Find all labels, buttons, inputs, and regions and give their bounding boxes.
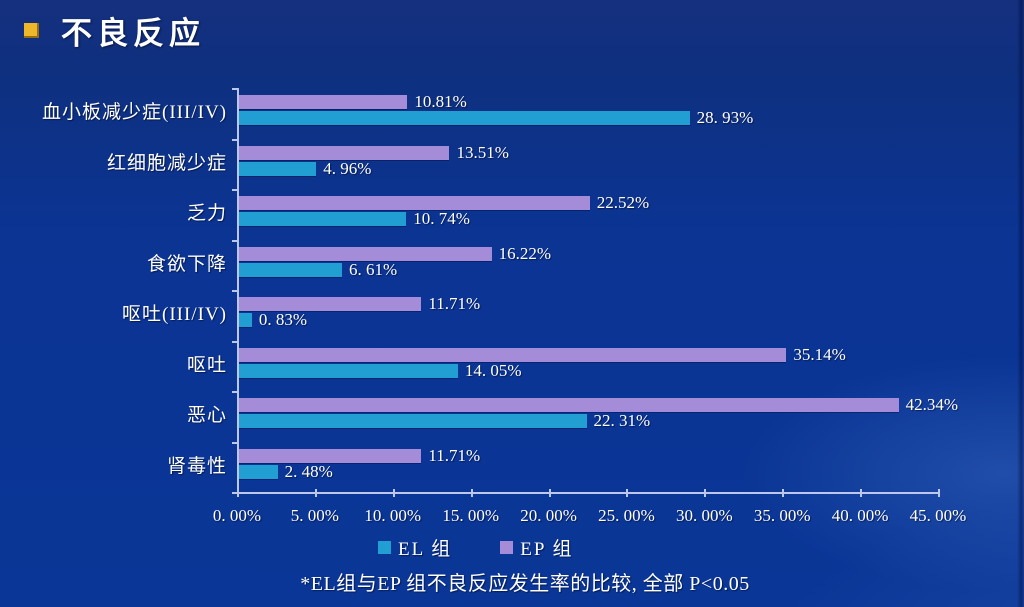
bar-value-label: 22.52%: [596, 193, 650, 212]
x-axis-tick: [470, 489, 473, 497]
bar-ep-7: [239, 448, 422, 463]
x-axis-tick-label: 35. 00%: [753, 506, 811, 525]
title-row: 不良反应: [0, 0, 1024, 60]
x-axis-tick-label: 40. 00%: [831, 506, 889, 525]
bar-value-label: 28. 93%: [696, 108, 754, 127]
bar-el-3: [239, 262, 342, 277]
x-axis-tick: [548, 489, 551, 497]
x-axis-tick: [314, 489, 317, 497]
y-axis-tick: [232, 239, 238, 242]
x-axis-tick: [237, 489, 239, 497]
category-label: 血小板减少症(III/IV): [42, 102, 227, 123]
legend-label-ep: EP 组: [520, 539, 574, 560]
bar-value-label: 13.51%: [456, 142, 509, 162]
bar-el-2: [239, 212, 407, 226]
bar-value-label: 0. 83%: [258, 310, 308, 329]
y-axis-tick: [232, 340, 238, 343]
x-axis-tick-label: 0. 00%: [212, 506, 262, 525]
bullet-icon: [24, 23, 39, 38]
x-axis-tick: [704, 489, 707, 497]
y-axis-tick: [232, 189, 238, 191]
category-label: 食欲下降: [146, 253, 227, 275]
x-axis-tick-label: 30. 00%: [675, 506, 733, 525]
bar-el-7: [239, 464, 278, 479]
category-label: 呕吐(III/IV): [122, 304, 227, 325]
bar-value-label: 6. 61%: [348, 259, 398, 279]
bar-value-label: 10.81%: [414, 92, 467, 111]
bar-ep-3: [239, 246, 492, 261]
el-series-swatch-icon: [378, 541, 391, 554]
x-axis-tick: [392, 489, 395, 497]
legend-label-el: EL 组: [398, 539, 453, 560]
bar-value-label: 14. 05%: [464, 360, 522, 380]
bar-ep-0: [239, 95, 408, 109]
legend-item-el: EL 组: [378, 534, 452, 561]
bar-el-1: [239, 161, 317, 176]
x-axis-tick-label: 20. 00%: [520, 506, 577, 525]
bar-ep-1: [239, 145, 450, 160]
legend-item-ep: EP 组: [500, 534, 573, 561]
bar-ep-6: [239, 398, 899, 412]
bar-value-label: 11.71%: [428, 294, 481, 313]
bar-value-label: 11.71%: [428, 445, 481, 465]
y-axis-tick: [232, 88, 238, 90]
x-axis-tick-label: 45. 00%: [909, 506, 967, 525]
page-title: 不良反应: [61, 16, 205, 51]
bar-el-6: [239, 414, 587, 428]
footnote: *EL组与EP 组不良反应发生率的比较, 全部 P<0.05: [300, 573, 750, 595]
category-label: 恶心: [186, 405, 227, 426]
chart-legend: EL 组 EP 组: [378, 534, 573, 561]
bar-el-5: [239, 363, 458, 378]
slide-edge-shade: [1017, 0, 1024, 607]
x-axis-tick: [782, 489, 785, 497]
bar-value-label: 4. 96%: [323, 158, 372, 178]
x-axis-tick: [938, 489, 940, 497]
y-axis-tick: [232, 492, 238, 494]
x-axis-tick-label: 25. 00%: [598, 506, 655, 525]
bar-value-label: 42.34%: [905, 395, 958, 414]
ep-series-swatch-icon: [500, 541, 514, 554]
bar-value-label: 10. 74%: [413, 209, 470, 228]
category-label: 乏力: [186, 203, 227, 224]
bar-el-4: [239, 313, 252, 327]
y-axis-tick: [232, 138, 238, 141]
y-axis-line: [237, 88, 239, 492]
x-axis-tick: [626, 489, 629, 497]
bar-value-label: 2. 48%: [284, 461, 333, 481]
bar-value-label: 16.22%: [498, 243, 552, 263]
bar-ep-5: [239, 347, 787, 362]
bar-el-0: [239, 111, 690, 125]
x-axis-line: [237, 492, 940, 494]
y-axis-tick: [232, 290, 238, 292]
category-label: 肾毒性: [166, 455, 227, 477]
bar-ep-4: [239, 297, 422, 311]
x-axis-tick-label: 10. 00%: [364, 506, 422, 525]
bar-value-label: 22. 31%: [593, 411, 651, 430]
y-axis-tick: [232, 441, 238, 444]
x-axis-tick-label: 5. 00%: [290, 506, 339, 525]
x-axis-tick-label: 15. 00%: [442, 506, 499, 525]
x-axis-tick: [860, 489, 863, 497]
bar-ep-2: [239, 196, 590, 210]
category-label: 红细胞减少症: [106, 152, 227, 174]
category-label: 呕吐: [186, 354, 227, 376]
bar-value-label: 35.14%: [793, 344, 846, 364]
y-axis-tick: [232, 391, 238, 393]
